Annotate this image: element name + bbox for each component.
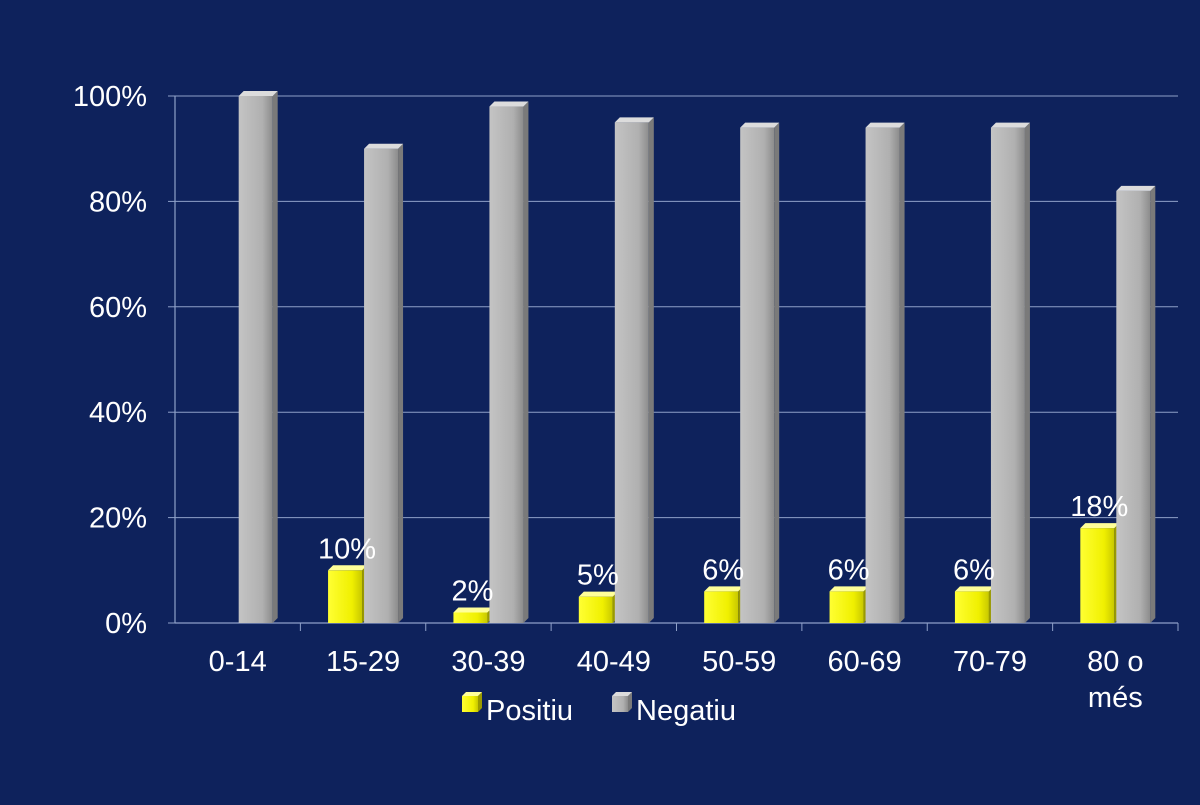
legend-swatch-top — [612, 692, 632, 696]
legend-swatch-side — [478, 692, 482, 712]
bar-negatiu-face — [740, 127, 775, 624]
x-tick-label: 50-59 — [702, 646, 776, 678]
bar-positiu-top — [328, 565, 368, 571]
bar-positiu — [954, 586, 994, 623]
bar-positiu — [829, 586, 869, 623]
data-label-positiu: 5% — [577, 560, 619, 592]
x-tick-label: 40-49 — [577, 646, 651, 678]
bar-negatiu-top — [865, 122, 905, 128]
axes: 0% 20% 40% 60% 80% 100% 0-14 15-29 30-39 40-49 50-… — [73, 81, 1179, 714]
data-label-positiu: 6% — [828, 554, 870, 586]
legend-swatch — [612, 696, 628, 712]
x-tick-label: 80 o més — [1087, 646, 1143, 714]
bar-negatiu — [238, 91, 278, 623]
bar-negatiu — [990, 122, 1030, 624]
bar-negatiu-side — [1024, 122, 1030, 624]
bar-positiu-face — [704, 591, 739, 623]
bar-negatiu-face — [364, 148, 399, 623]
x-tick-label: 70-79 — [953, 646, 1027, 678]
bar-positiu-top — [578, 591, 618, 597]
bar-negatiu — [865, 122, 905, 624]
bar-negatiu-face — [990, 127, 1025, 624]
y-tick-label: 60% — [89, 292, 147, 324]
legend-swatch-top — [462, 692, 482, 696]
bar-negatiu-face — [614, 122, 649, 623]
x-tick-label: 0-14 — [209, 646, 267, 678]
bar-negatiu-top — [364, 143, 404, 149]
bar-positiu — [578, 591, 618, 623]
data-label-positiu: 6% — [702, 554, 744, 586]
bar-negatiu — [1116, 185, 1156, 624]
y-tick-label: 80% — [89, 186, 147, 218]
legend-item: Positiu — [462, 692, 573, 727]
bar-negatiu-side — [1150, 185, 1156, 624]
bar-negatiu-top — [614, 117, 654, 123]
y-tick-label: 20% — [89, 503, 147, 535]
y-tick-label: 0% — [105, 608, 147, 640]
bar-positiu-face — [1080, 528, 1115, 623]
bars — [238, 91, 1156, 624]
bar-positiu — [328, 565, 368, 623]
bar-positiu-top — [829, 586, 869, 592]
legend-label: Positiu — [486, 695, 573, 727]
bar-positiu-top — [704, 586, 744, 592]
x-tick-label-line: 80 o — [1087, 646, 1143, 678]
legend: Positiu Negatiu — [462, 692, 736, 727]
bar-positiu-face — [453, 612, 488, 623]
bar-negatiu-side — [523, 101, 529, 624]
bar-negatiu-top — [489, 101, 529, 107]
bar-negatiu — [614, 117, 654, 623]
data-label-positiu: 18% — [1070, 491, 1128, 523]
bar-positiu-face — [954, 591, 989, 623]
bar-positiu — [453, 607, 493, 623]
bar-negatiu-face — [238, 96, 273, 623]
bar-negatiu-side — [648, 117, 654, 623]
data-labels: 10% 2% 5% 6% 6% 6% 18% — [318, 491, 1128, 607]
legend-swatch — [462, 696, 478, 712]
legend-item: Negatiu — [612, 692, 736, 727]
y-tick-label: 40% — [89, 397, 147, 429]
bar-positiu — [704, 586, 744, 623]
bar-positiu-face — [578, 596, 613, 623]
bar-negatiu-top — [238, 91, 278, 96]
legend-swatch-side — [628, 692, 632, 712]
x-tick-label-line: més — [1088, 682, 1143, 714]
bar-negatiu-face — [489, 106, 524, 624]
bar-negatiu-side — [272, 91, 278, 623]
y-tick-label: 100% — [73, 81, 147, 113]
x-tick-label: 30-39 — [451, 646, 525, 678]
bar-positiu — [1080, 523, 1120, 623]
bar-negatiu-face — [865, 127, 900, 624]
bar-negatiu — [364, 143, 404, 623]
bar-negatiu-side — [398, 143, 404, 623]
bar-negatiu-side — [899, 122, 905, 624]
bar-positiu-face — [328, 570, 363, 623]
bar-negatiu — [740, 122, 780, 624]
bar-negatiu-top — [740, 122, 780, 128]
data-label-positiu: 2% — [451, 575, 493, 607]
bar-negatiu-face — [1116, 190, 1151, 624]
bar-negatiu-top — [1116, 185, 1156, 191]
data-label-positiu: 10% — [318, 533, 376, 565]
bar-negatiu — [489, 101, 529, 624]
x-tick-label: 15-29 — [326, 646, 400, 678]
bar-positiu-top — [1080, 523, 1120, 529]
bar-positiu-face — [829, 591, 864, 623]
legend-label: Negatiu — [636, 695, 736, 727]
bar-negatiu-top — [990, 122, 1030, 128]
data-label-positiu: 6% — [953, 554, 995, 586]
bar-positiu-top — [954, 586, 994, 592]
bar-negatiu-side — [774, 122, 780, 624]
x-tick-label: 60-69 — [827, 646, 901, 678]
bar-positiu-top — [453, 607, 493, 613]
